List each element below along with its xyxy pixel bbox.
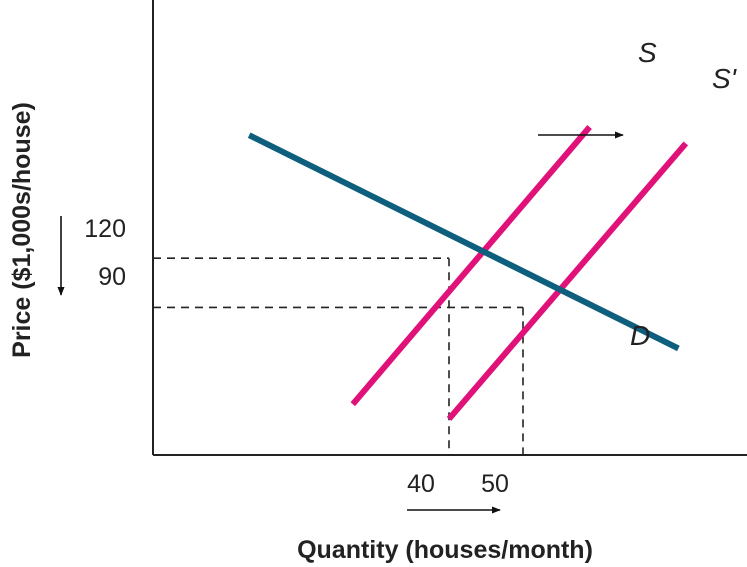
supply-curve-s (350, 125, 592, 407)
y-tick-label-120: 120 (84, 215, 126, 243)
curve-label-d: D (630, 320, 650, 351)
supply-curve-s-prime (446, 141, 689, 421)
x-axis-title: Quantity (houses/month) (297, 536, 593, 564)
x-tick-label-50: 50 (481, 470, 509, 498)
demand-curve-d (247, 132, 680, 352)
curve-label-s: S (638, 37, 657, 68)
y-axis-title: Price ($1,000s/house) (8, 102, 36, 358)
x-tick-label-40: 40 (407, 470, 435, 498)
y-tick-label-90: 90 (98, 263, 126, 291)
curve-label-s-prime: S' (712, 63, 738, 94)
